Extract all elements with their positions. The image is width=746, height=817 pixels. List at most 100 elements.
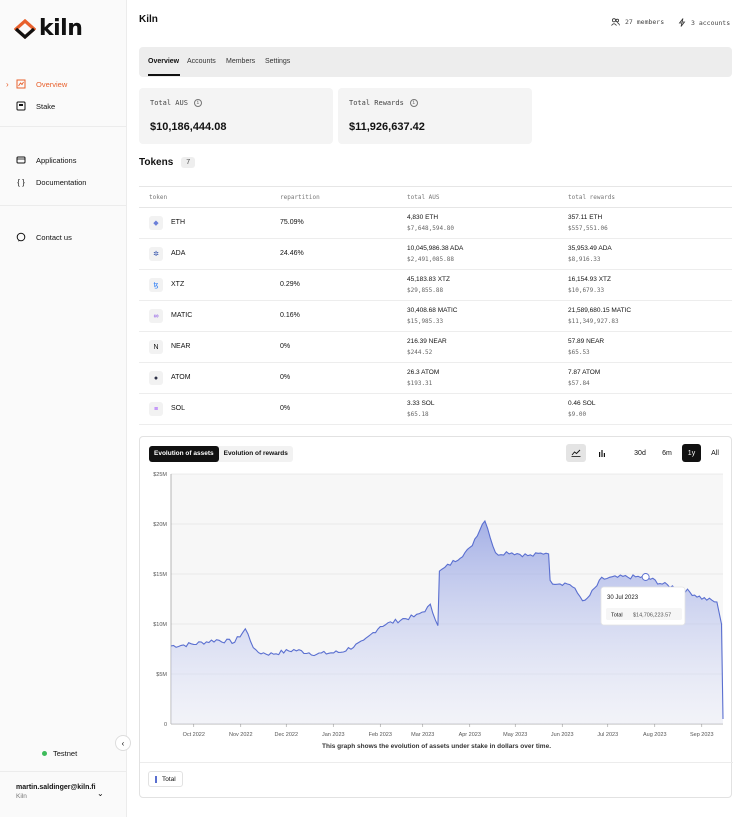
column-header[interactable]: repartition xyxy=(280,194,320,201)
nav-item-documentation[interactable]: { } Documentation xyxy=(0,173,127,191)
range-1y-button[interactable]: 1y xyxy=(682,444,701,462)
y-tick-label: $25M xyxy=(153,472,167,478)
token-repartition: 0.16% xyxy=(280,312,300,319)
token-rewards: 21,589,680.15 MATIC $11,349,927.83 xyxy=(568,307,631,325)
y-tick-label: $20M xyxy=(153,522,167,528)
token-repartition: 24.46% xyxy=(280,250,304,257)
evolution-assets-button[interactable]: Evolution of assets xyxy=(149,446,219,462)
tab-accounts[interactable]: Accounts xyxy=(187,58,216,65)
legend-item-total[interactable]: Total xyxy=(148,771,183,787)
token-repartition: 0.29% xyxy=(280,281,300,288)
kiln-logo[interactable]: kiln xyxy=(14,16,83,41)
aus-usd: $193.31 xyxy=(407,380,433,387)
aus-usd: $244.52 xyxy=(407,349,433,356)
x-tick-label: May 2023 xyxy=(503,732,527,738)
nav-item-contact[interactable]: Contact us xyxy=(0,228,127,246)
tokens-heading: Tokens 7 xyxy=(139,157,196,168)
collapse-sidebar-button[interactable]: ‹ xyxy=(115,735,131,751)
table-row[interactable]: ꜩ XTZ 0.29% 45,183.83 XTZ $29,855.88 16,154.9… xyxy=(139,270,732,301)
table-row[interactable]: ∞ MATIC 0.16% 30,408.68 MATIC $15,985.33 21,5… xyxy=(139,301,732,332)
network-indicator: Testnet xyxy=(42,749,77,758)
range-6m-button[interactable]: 6m xyxy=(662,449,672,457)
nav-label: Contact us xyxy=(36,232,72,242)
rewards-amount: 57.89 NEAR xyxy=(568,338,605,345)
nav-label: Documentation xyxy=(36,177,87,187)
sol-icon: ≡ xyxy=(149,402,163,416)
y-tick-label: $10M xyxy=(153,622,167,628)
legend-label: Total xyxy=(162,775,176,783)
nav-primary: › Overview Stake xyxy=(0,75,127,115)
x-tick-label: Mar 2023 xyxy=(411,732,434,738)
bar-chart-button[interactable] xyxy=(592,444,612,462)
tab-members[interactable]: Members xyxy=(226,58,256,65)
rewards-usd: $57.84 xyxy=(568,380,590,387)
tooltip-value: $14,706,223.57 xyxy=(633,613,671,619)
page-title: Kiln xyxy=(139,14,158,25)
rewards-usd: $9.00 xyxy=(568,411,587,418)
token-aus: 216.39 NEAR $244.52 xyxy=(407,338,447,356)
tab-bar: Overview Accounts Members Settings xyxy=(139,47,732,77)
token-aus: 4,830 ETH $7,648,594.80 xyxy=(407,214,454,232)
token-name: MATIC xyxy=(171,312,193,319)
accounts-count[interactable]: 3 accounts xyxy=(678,18,730,27)
info-icon[interactable]: i xyxy=(193,99,202,107)
column-header[interactable]: total AUS xyxy=(407,194,440,201)
chevron-left-icon: ‹ xyxy=(121,738,125,748)
column-header[interactable]: total rewards xyxy=(568,194,615,201)
range-all-button[interactable]: All xyxy=(711,449,719,457)
rewards-amount: 16,154.93 XTZ xyxy=(568,276,611,283)
legend-swatch xyxy=(155,775,157,783)
line-chart-button[interactable] xyxy=(566,444,586,462)
nav-item-overview[interactable]: › Overview xyxy=(0,75,127,93)
table-row[interactable]: ✲ ADA 24.46% 10,045,986.38 ADA $2,491,085.88… xyxy=(139,239,732,270)
kiln-logo-icon xyxy=(14,18,36,39)
info-icon[interactable]: i xyxy=(409,99,418,107)
eth-icon: ◆ xyxy=(149,216,163,230)
token-name: ETH xyxy=(171,219,185,226)
chevron-down-icon[interactable]: ⌄ xyxy=(97,789,104,798)
tab-settings[interactable]: Settings xyxy=(265,58,291,65)
tab-overview[interactable]: Overview xyxy=(148,58,180,65)
rewards-usd: $8,916.33 xyxy=(568,256,601,263)
x-tick-label: Aug 2023 xyxy=(643,732,667,738)
nav-item-applications[interactable]: Applications xyxy=(0,151,127,169)
nav-label: Stake xyxy=(36,101,56,111)
accounts-label: 3 accounts xyxy=(691,18,731,27)
token-aus: 30,408.68 MATIC $15,985.33 xyxy=(407,307,457,325)
nav-item-stake[interactable]: Stake xyxy=(0,97,127,115)
rewards-amount: 35,953.49 ADA xyxy=(568,245,612,252)
token-name: NEAR xyxy=(171,343,191,350)
card-value: $11,926,637.42 xyxy=(349,121,425,133)
token-rewards: 357.11 ETH $557,551.06 xyxy=(568,214,608,232)
members-count[interactable]: 27 members xyxy=(611,18,664,26)
ada-icon: ✲ xyxy=(149,247,163,261)
user-menu[interactable]: martin.saldinger@kiln.fi Kiln xyxy=(16,784,96,800)
y-tick-label: $15M xyxy=(153,572,167,578)
divider xyxy=(0,126,127,127)
y-tick-label: 0 xyxy=(164,722,167,728)
token-rewards: 35,953.49 ADA $8,916.33 xyxy=(568,245,612,263)
token-repartition: 0% xyxy=(280,343,291,350)
range-30d-button[interactable]: 30d xyxy=(634,449,646,457)
card-label: Total Rewards i xyxy=(349,99,418,107)
rewards-usd: $11,349,927.83 xyxy=(568,318,619,325)
table-row[interactable]: ≡ SOL 0% 3.33 SOL $65.18 0.46 SOL $9.00 xyxy=(139,394,732,425)
evolution-rewards-button[interactable]: Evolution of rewards xyxy=(223,450,288,457)
bolt-icon xyxy=(678,18,686,27)
user-org: Kiln xyxy=(16,793,27,800)
table-row[interactable]: N NEAR 0% 216.39 NEAR $244.52 57.89 NEAR $65.5… xyxy=(139,332,732,363)
aus-amount: 4,830 ETH xyxy=(407,214,439,221)
table-row[interactable]: ◆ ETH 75.09% 4,830 ETH $7,648,594.80 357.11 E… xyxy=(139,208,732,239)
token-name: ATOM xyxy=(171,374,191,381)
table-row[interactable]: ● ATOM 0% 26.3 ATOM $193.31 7.87 ATOM $57.84 xyxy=(139,363,732,394)
token-rewards: 57.89 NEAR $65.53 xyxy=(568,338,604,356)
atom-icon: ● xyxy=(149,371,163,385)
assets-chart[interactable]: 0 $5M $10M $15M $20M $25M Oct 2022 Nov 2022 Dec … xyxy=(140,467,733,767)
rewards-amount: 21,589,680.15 MATIC xyxy=(568,307,632,314)
column-header[interactable]: token xyxy=(149,194,168,201)
x-tick-label: Apr 2023 xyxy=(459,732,481,738)
chart-panel: Evolution of assets Evolution of rewards… xyxy=(139,436,733,798)
x-tick-label: Jan 2023 xyxy=(322,732,345,738)
chart-type-toggle: Evolution of assets Evolution of rewards xyxy=(149,446,293,462)
total-rewards-card: Total Rewards i $11,926,637.42 xyxy=(338,88,532,144)
